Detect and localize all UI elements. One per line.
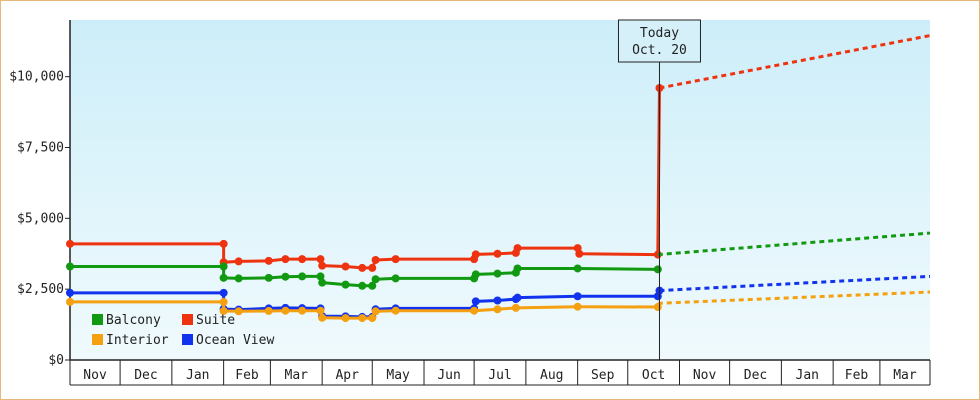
today-label-date: Oct. 20 <box>632 43 687 58</box>
data-point <box>371 307 380 316</box>
data-point <box>368 281 377 290</box>
data-point <box>471 297 480 306</box>
y-tick-label: $0 <box>48 353 64 368</box>
legend-swatch <box>182 314 193 325</box>
legend-label: Suite <box>196 313 235 328</box>
data-point <box>471 250 480 259</box>
data-point <box>493 296 502 305</box>
data-point <box>341 314 350 323</box>
data-point <box>66 239 74 248</box>
series-forecast-balcony <box>657 231 931 257</box>
data-point <box>513 264 522 273</box>
today-label-box <box>617 19 701 63</box>
data-point <box>470 306 479 315</box>
data-point <box>298 272 307 281</box>
data-point <box>368 314 377 323</box>
data-point <box>341 262 350 271</box>
data-point <box>219 297 228 306</box>
data-point <box>316 306 325 315</box>
series-forecast-interior <box>657 290 931 305</box>
data-point <box>391 274 400 283</box>
x-month-label: Feb <box>845 368 869 383</box>
data-point <box>298 255 307 264</box>
data-point <box>219 288 228 297</box>
data-point <box>573 302 582 311</box>
data-point <box>371 255 380 264</box>
x-month-label: Dec <box>744 368 767 383</box>
data-point <box>391 306 400 315</box>
x-month-label: Oct <box>642 368 665 383</box>
data-point <box>264 256 273 265</box>
x-month-label: Aug <box>540 368 563 383</box>
data-point <box>66 262 74 271</box>
data-point <box>368 263 377 272</box>
x-month-label: Dec <box>134 368 157 383</box>
data-point <box>316 272 325 281</box>
x-month-label: Jan <box>186 368 209 383</box>
legend-swatch <box>92 314 103 325</box>
data-point <box>219 306 228 315</box>
x-month-label: Nov <box>83 368 107 383</box>
y-tick-label: $10,000 <box>9 70 64 85</box>
data-point <box>281 255 290 264</box>
legend-label: Interior <box>106 333 169 348</box>
data-point <box>298 306 307 315</box>
data-point <box>471 270 480 279</box>
x-month-label: Apr <box>335 368 359 383</box>
data-point <box>281 272 290 281</box>
x-month-label: Mar <box>285 368 309 383</box>
data-point <box>281 306 290 315</box>
x-month-label: Jan <box>796 368 819 383</box>
data-point <box>318 313 327 322</box>
y-tick-label: $7,500 <box>17 141 64 156</box>
data-point <box>318 278 327 287</box>
data-point <box>318 261 327 270</box>
data-point <box>493 305 502 314</box>
legend-swatch <box>92 334 103 345</box>
data-point <box>234 274 243 283</box>
x-month-label: Mar <box>893 368 917 383</box>
data-point <box>513 244 522 253</box>
x-month-label: May <box>386 368 410 383</box>
data-point <box>653 265 662 274</box>
data-point <box>573 264 582 273</box>
data-point <box>575 249 584 258</box>
series-forecast-suite <box>659 34 931 90</box>
x-month-label: Nov <box>693 368 717 383</box>
data-point <box>493 249 502 258</box>
x-month-label: Feb <box>235 368 259 383</box>
data-point <box>219 273 228 282</box>
legend-label: Balcony <box>106 313 161 328</box>
legend-label: Ocean View <box>196 333 274 348</box>
data-point <box>234 307 243 316</box>
y-tick-label: $5,000 <box>17 211 64 226</box>
data-point <box>493 269 502 278</box>
y-tick-label: $2,500 <box>17 282 64 297</box>
x-month-label: Jul <box>488 368 511 383</box>
today-label-title: Today <box>640 26 679 41</box>
data-point <box>264 273 273 282</box>
data-point <box>219 239 228 248</box>
legend-swatch <box>182 334 193 345</box>
data-point <box>264 306 273 315</box>
data-point <box>653 303 662 312</box>
data-point <box>341 280 350 289</box>
data-point <box>573 292 582 301</box>
x-month-label: Sep <box>591 368 615 383</box>
data-point <box>358 281 367 290</box>
data-point <box>358 314 367 323</box>
data-point <box>511 303 520 312</box>
data-point <box>513 293 522 302</box>
data-point <box>219 262 228 271</box>
x-month-label: Jun <box>437 368 460 383</box>
data-point <box>66 288 74 297</box>
data-point <box>358 263 367 272</box>
data-point <box>66 297 74 306</box>
data-point <box>391 255 400 264</box>
data-point <box>371 275 380 284</box>
series-forecast-ocean-view <box>659 274 931 293</box>
data-point <box>234 257 243 266</box>
data-point <box>316 255 325 264</box>
